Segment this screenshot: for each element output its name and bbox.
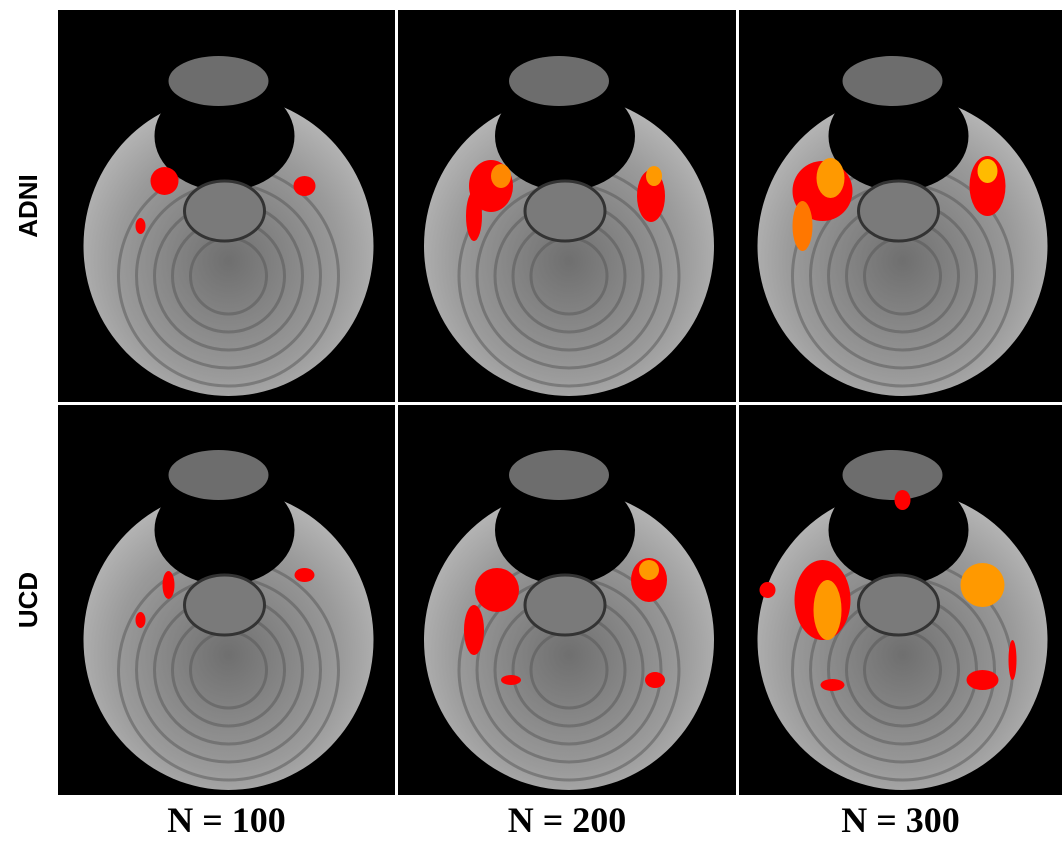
brain-top xyxy=(509,56,609,106)
activation-blob xyxy=(295,568,315,582)
activation-blob xyxy=(475,568,519,612)
activation-blob xyxy=(961,563,1005,607)
panel-grid xyxy=(58,10,1062,795)
figure: ADNI UCD N = 100 N = 200 N = 300 xyxy=(0,0,1062,845)
activation-blob xyxy=(814,580,842,640)
image-panel xyxy=(398,10,736,402)
activation-blob xyxy=(895,490,911,510)
activation-blob xyxy=(163,571,175,599)
row-label: ADNI xyxy=(13,174,43,238)
brain-top xyxy=(169,56,269,106)
activation-blob xyxy=(501,675,521,685)
brain-top xyxy=(843,450,943,500)
column-label: N = 200 xyxy=(508,800,627,840)
brainstem xyxy=(525,575,605,635)
brainstem xyxy=(859,181,939,241)
image-panel xyxy=(739,10,1062,402)
row-label: UCD xyxy=(13,572,43,628)
activation-blob xyxy=(978,159,998,183)
activation-blob xyxy=(464,605,484,655)
activation-blob xyxy=(151,167,179,195)
activation-blob xyxy=(645,672,665,688)
column-label: N = 100 xyxy=(167,800,286,840)
activation-blob xyxy=(294,176,316,196)
activation-blob xyxy=(646,166,662,186)
brainstem xyxy=(525,181,605,241)
brain-top xyxy=(509,450,609,500)
activation-blob xyxy=(967,670,999,690)
activation-blob xyxy=(639,560,659,580)
activation-blob xyxy=(136,218,146,234)
brainstem xyxy=(185,575,265,635)
activation-blob xyxy=(793,201,813,251)
column-label: N = 300 xyxy=(841,800,960,840)
brain-top xyxy=(843,56,943,106)
activation-blob xyxy=(466,191,482,241)
activation-blob xyxy=(760,582,776,598)
activation-blob xyxy=(1009,640,1017,680)
activation-blob xyxy=(491,164,511,188)
brainstem xyxy=(185,181,265,241)
brain-top xyxy=(169,450,269,500)
image-panel xyxy=(58,405,395,795)
activation-blob xyxy=(821,679,845,691)
image-panel xyxy=(398,405,736,795)
image-panel xyxy=(58,10,395,402)
image-panel xyxy=(739,405,1062,795)
activation-blob xyxy=(136,612,146,628)
brainstem xyxy=(859,575,939,635)
activation-blob xyxy=(817,158,845,198)
